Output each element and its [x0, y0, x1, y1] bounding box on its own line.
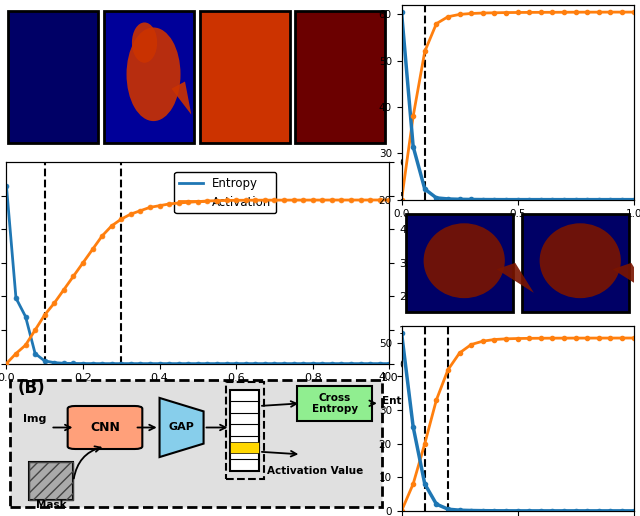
Bar — [29, 462, 74, 500]
Ellipse shape — [540, 223, 621, 298]
Bar — [104, 11, 194, 143]
Ellipse shape — [318, 27, 372, 121]
FancyBboxPatch shape — [298, 386, 372, 421]
Bar — [230, 390, 259, 471]
Y-axis label: Activation: Activation — [637, 71, 640, 134]
Bar — [8, 11, 99, 143]
Text: Activation Value: Activation Value — [267, 465, 363, 476]
Ellipse shape — [222, 27, 276, 121]
Ellipse shape — [228, 22, 253, 63]
Bar — [406, 214, 513, 312]
Text: Entropy: Entropy — [381, 396, 428, 406]
Y-axis label: Activation: Activation — [416, 223, 430, 302]
Text: Mask: Mask — [36, 501, 67, 510]
Bar — [226, 382, 264, 478]
Text: (B): (B) — [18, 379, 45, 397]
Text: CNN: CNN — [90, 421, 120, 434]
Polygon shape — [497, 263, 534, 293]
Bar — [230, 442, 259, 453]
Text: Cross
Entropy: Cross Entropy — [312, 393, 358, 414]
Polygon shape — [268, 82, 287, 115]
Polygon shape — [172, 82, 191, 115]
Text: GAP: GAP — [169, 423, 195, 432]
Bar — [200, 11, 290, 143]
Bar — [296, 11, 385, 143]
FancyBboxPatch shape — [68, 406, 142, 449]
Polygon shape — [363, 82, 383, 115]
Bar — [522, 214, 629, 312]
Bar — [29, 462, 74, 500]
Polygon shape — [159, 398, 204, 457]
Polygon shape — [612, 263, 640, 293]
Text: Img: Img — [24, 414, 47, 425]
X-axis label: Size of Mask: Size of Mask — [148, 389, 247, 403]
Ellipse shape — [424, 223, 505, 298]
Ellipse shape — [127, 27, 180, 121]
Ellipse shape — [132, 22, 157, 63]
Ellipse shape — [323, 22, 349, 63]
Legend: Entropy, Activation: Entropy, Activation — [175, 172, 276, 213]
